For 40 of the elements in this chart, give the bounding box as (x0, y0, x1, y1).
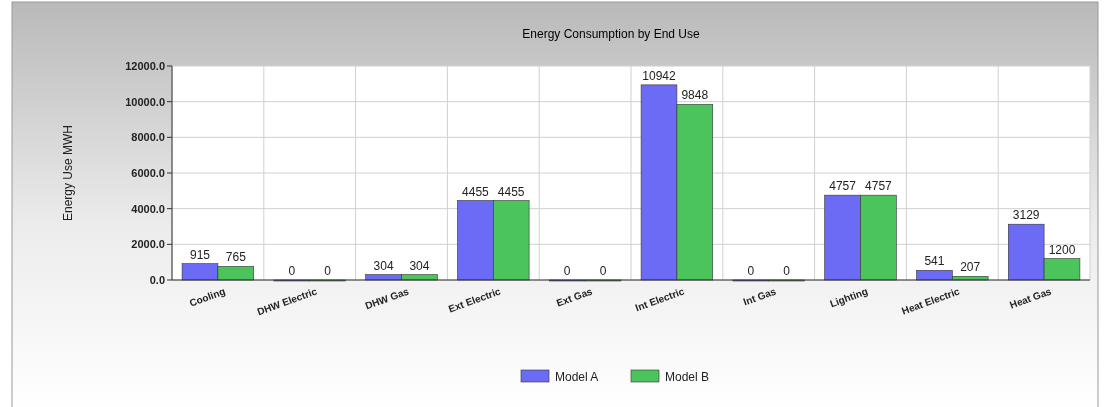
x-tick-label: Int Gas (741, 285, 778, 308)
data-label: 304 (409, 258, 430, 273)
data-label: 0 (599, 264, 607, 278)
y-axis-title: Energy Use MWH (61, 124, 75, 222)
data-label: 0 (563, 264, 571, 278)
x-tick-label: Ext Gas (555, 285, 595, 309)
data-label: 0 (783, 264, 791, 278)
data-label: 4455 (462, 184, 490, 199)
legend-label: Model A (555, 370, 599, 384)
x-tick-label: Heat Electric (900, 285, 962, 317)
data-label: 207 (960, 260, 981, 275)
x-tick-label: Cooling (187, 285, 227, 309)
y-tick-label: 4000.0 (131, 202, 165, 215)
data-label: 9848 (681, 88, 709, 103)
data-label: 915 (189, 247, 211, 262)
y-tick-label: 2000.0 (131, 238, 165, 251)
x-tick-label: DHW Gas (363, 285, 411, 312)
data-label: 4455 (497, 184, 525, 199)
data-label: 4757 (829, 179, 857, 194)
data-label: 0 (747, 264, 755, 278)
x-tick-label: Int Electric (633, 285, 686, 314)
data-label: 304 (373, 258, 394, 273)
data-label: 10942 (642, 68, 677, 83)
x-tick-label: DHW Electric (255, 285, 319, 318)
data-label: 765 (225, 250, 247, 265)
y-tick-label: 8000.0 (131, 131, 165, 144)
data-label: 541 (924, 254, 945, 269)
x-tick-label: Ext Electric (447, 285, 503, 315)
data-label: 0 (324, 264, 332, 278)
x-tick-label: Heat Gas (1008, 285, 1054, 311)
data-label: 4757 (865, 179, 893, 194)
chart-title: Energy Consumption by End Use (522, 27, 701, 41)
data-label: 1200 (1048, 242, 1076, 257)
data-label: 3129 (1012, 208, 1040, 223)
y-tick-label: 10000.0 (125, 95, 165, 108)
data-label: 0 (288, 264, 296, 278)
y-tick-label: 0.0 (149, 274, 165, 286)
y-tick-label: 12000.0 (125, 60, 165, 72)
y-tick-label: 6000.0 (131, 167, 165, 179)
legend-label: Model B (665, 370, 710, 384)
